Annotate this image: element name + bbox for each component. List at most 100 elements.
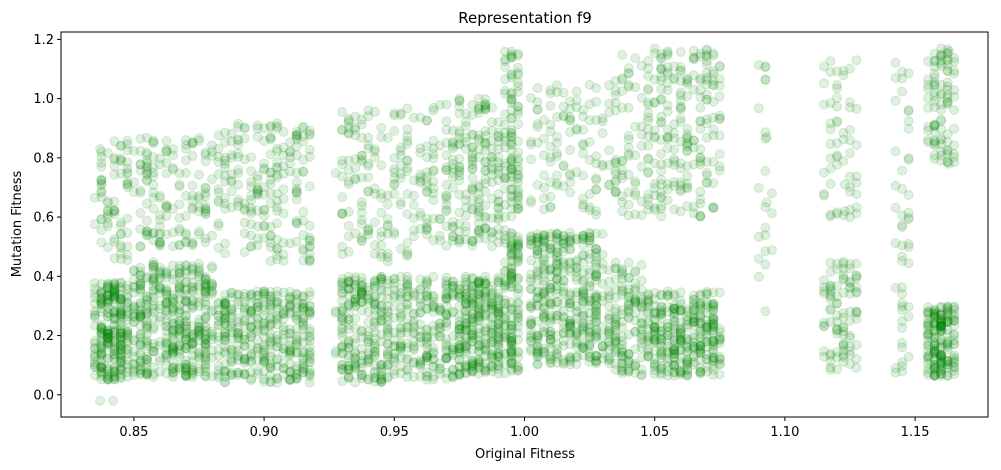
data-point xyxy=(96,323,107,334)
data-point xyxy=(109,352,120,363)
data-point xyxy=(356,296,367,307)
data-point xyxy=(135,356,146,367)
data-point xyxy=(187,329,198,340)
data-point xyxy=(936,351,947,362)
data-point xyxy=(135,305,146,316)
data-point xyxy=(220,198,230,209)
data-point xyxy=(89,192,100,203)
data-point xyxy=(591,316,602,327)
data-point xyxy=(115,313,126,324)
data-point xyxy=(122,344,133,355)
data-point xyxy=(96,299,107,310)
data-point xyxy=(487,117,497,128)
data-point xyxy=(369,275,380,286)
data-point xyxy=(122,255,133,266)
data-point xyxy=(187,303,198,314)
data-point xyxy=(402,249,413,260)
data-point xyxy=(207,345,217,356)
data-point xyxy=(174,316,185,327)
data-point xyxy=(128,287,139,298)
data-point xyxy=(135,350,146,360)
data-point xyxy=(109,297,120,308)
data-point xyxy=(174,323,185,334)
data-point xyxy=(936,133,947,144)
data-point xyxy=(96,157,107,168)
data-point xyxy=(187,338,198,349)
data-point xyxy=(623,287,634,298)
data-point xyxy=(350,347,361,358)
data-point xyxy=(168,344,178,355)
data-point xyxy=(96,288,107,299)
data-point xyxy=(441,124,452,135)
data-point xyxy=(161,272,172,283)
data-point xyxy=(168,274,178,285)
data-point xyxy=(174,279,185,290)
y-tick-label: 0.2 xyxy=(33,329,54,344)
data-point xyxy=(109,285,120,296)
data-point xyxy=(617,73,628,84)
data-point xyxy=(200,321,211,332)
data-point xyxy=(421,275,432,285)
data-point xyxy=(298,255,309,266)
data-point xyxy=(181,265,191,276)
data-point xyxy=(669,370,680,381)
data-point xyxy=(337,315,348,326)
data-point xyxy=(102,279,113,290)
data-point xyxy=(194,314,204,325)
data-point xyxy=(460,298,471,309)
chart-title: Representation f9 xyxy=(458,9,592,27)
data-point xyxy=(220,331,230,342)
data-point xyxy=(115,248,126,259)
data-point xyxy=(135,311,146,322)
data-point xyxy=(102,372,113,383)
data-point xyxy=(343,206,354,217)
data-point xyxy=(148,273,159,284)
data-point xyxy=(819,188,829,199)
data-point xyxy=(766,188,777,199)
data-point xyxy=(109,208,120,219)
data-point xyxy=(89,320,100,331)
data-point xyxy=(181,310,191,321)
data-point xyxy=(845,102,855,113)
data-point xyxy=(194,335,204,346)
data-point xyxy=(187,356,198,367)
data-point xyxy=(96,180,107,191)
data-point xyxy=(897,322,908,333)
data-point xyxy=(128,366,139,377)
data-point xyxy=(96,303,107,314)
data-point xyxy=(115,217,126,228)
data-point xyxy=(760,306,771,317)
data-point xyxy=(128,274,139,285)
data-point xyxy=(148,285,159,296)
data-point xyxy=(200,304,211,315)
data-point xyxy=(552,297,562,308)
data-point xyxy=(200,326,211,337)
data-point xyxy=(200,313,211,324)
data-point xyxy=(181,321,191,332)
data-point xyxy=(278,256,289,266)
data-point xyxy=(187,269,198,280)
data-point xyxy=(109,366,120,376)
data-point xyxy=(487,241,497,252)
data-point xyxy=(194,262,204,273)
data-point xyxy=(532,300,543,311)
data-point xyxy=(168,293,178,304)
data-point xyxy=(304,125,315,136)
data-point xyxy=(506,281,517,292)
data-point xyxy=(161,337,172,347)
data-point xyxy=(102,325,113,336)
data-point xyxy=(154,303,165,314)
data-point xyxy=(200,338,211,349)
data-point xyxy=(135,284,146,295)
data-point xyxy=(506,177,517,187)
data-point xyxy=(500,61,510,72)
data-point xyxy=(395,173,406,184)
data-point xyxy=(565,359,576,370)
data-point xyxy=(115,304,126,315)
data-point xyxy=(239,288,250,299)
data-point xyxy=(545,326,556,337)
data-point xyxy=(506,211,517,222)
data-point xyxy=(174,315,185,326)
data-point xyxy=(135,208,146,218)
data-point xyxy=(115,277,126,288)
